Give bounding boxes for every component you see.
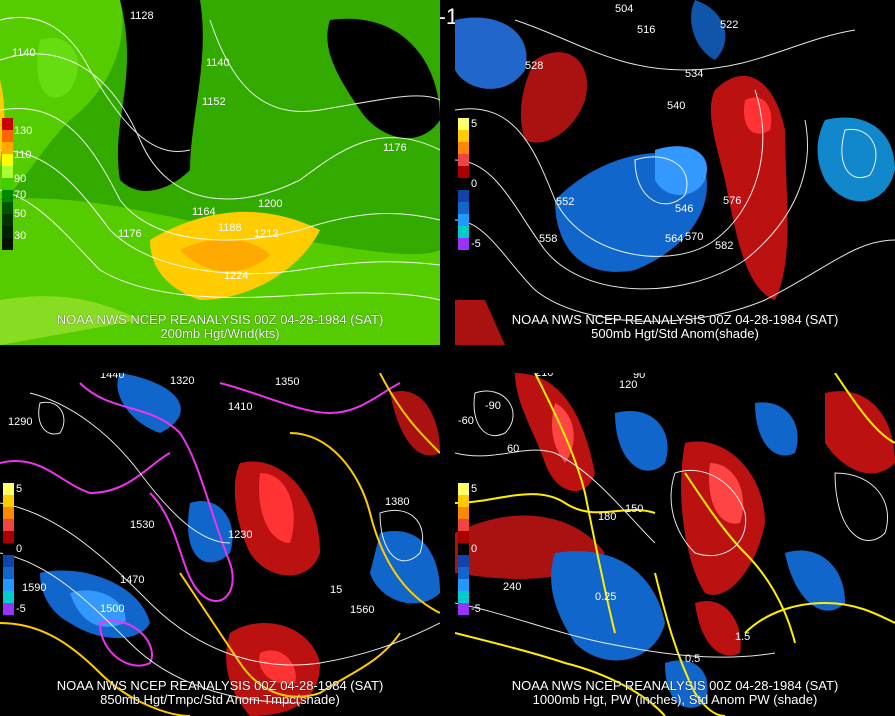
contour-label: 60 <box>507 443 520 455</box>
caption-line2: 1000mb Hgt, PW (inches), Std Anom PW (sh… <box>532 692 818 707</box>
contour-label: 552 <box>556 196 575 208</box>
legend-label: -5 <box>471 238 481 250</box>
panel-850mb: 5 0 -5 1440 1320 1350 1380 1410 1470 150… <box>0 373 440 716</box>
contour-label: 1224 <box>224 270 249 282</box>
contour-label: 240 <box>503 581 522 593</box>
contour-label: 570 <box>685 231 704 243</box>
contour-label: 516 <box>637 24 656 36</box>
contour-label: 1230 <box>228 529 253 541</box>
contour-label: 1212 <box>254 228 279 240</box>
contour-label: 1320 <box>170 375 195 387</box>
contour-label: 150 <box>625 503 644 515</box>
caption-line1: NOAA NWS NCEP REANALYSIS 00Z 04-28-1984 … <box>511 678 839 693</box>
legend-850mb <box>3 483 14 615</box>
caption-line1: NOAA NWS NCEP REANALYSIS 00Z 04-28-1984 … <box>56 312 384 327</box>
contour-label: 1176 <box>383 142 407 154</box>
panel-200mb: 130 110 90 70 50 30 1128 1140 1152 1164 … <box>0 0 440 345</box>
contour-label: 528 <box>525 60 544 72</box>
caption-line1: NOAA NWS NCEP REANALYSIS 00Z 04-28-1984 … <box>511 312 839 327</box>
panel-500mb: 5 0 -5 504 516 528 540 552 558 564 570 5… <box>455 0 895 345</box>
contour-label: 210 <box>535 373 554 379</box>
legend-label: 0 <box>471 178 478 190</box>
caption-line1: NOAA NWS NCEP REANALYSIS 00Z 04-28-1984 … <box>56 678 384 693</box>
contour-label: 120 <box>619 379 638 391</box>
contour-label: 0.25 <box>595 591 617 603</box>
contour-label: 1152 <box>202 96 226 108</box>
contour-label: 1200 <box>258 198 283 210</box>
legend-200mb <box>2 118 13 250</box>
legend-label: 70 <box>14 189 27 201</box>
contour-label: 546 <box>675 203 694 215</box>
legend-label: 0 <box>16 543 23 555</box>
panel-500mb-map <box>455 0 895 345</box>
panel-500mb-caption: NOAA NWS NCEP REANALYSIS 00Z 04-28-1984 … <box>455 313 895 341</box>
contour-label: 180 <box>598 511 617 523</box>
panel-1000mb: 5 0 -5 210 120 90 60 180 150 240 0.25 0.… <box>455 373 895 716</box>
contour-label: 1188 <box>218 222 242 234</box>
contour-label: 1290 <box>8 416 33 428</box>
legend-500mb <box>458 118 469 250</box>
contour-label: 1128 <box>130 10 154 22</box>
contour-label: 1560 <box>350 604 375 616</box>
contour-label: 1140 <box>206 57 230 69</box>
legend-label: -5 <box>16 603 26 615</box>
contour-label: 504 <box>615 3 634 15</box>
legend-label: 130 <box>14 125 33 137</box>
panel-850mb-caption: NOAA NWS NCEP REANALYSIS 00Z 04-28-1984 … <box>0 679 440 707</box>
contour-label: 1164 <box>192 206 216 218</box>
legend-label: 5 <box>471 118 478 130</box>
contour-label: 1176 <box>118 228 142 240</box>
legend-label: 30 <box>14 230 27 242</box>
contour-label: 1380 <box>385 496 410 508</box>
legend-label: 90 <box>14 173 27 185</box>
contour-label: 1410 <box>228 401 253 413</box>
panel-850mb-map <box>0 373 440 716</box>
contour-label: 0.5 <box>685 653 701 665</box>
panel-1000mb-map <box>455 373 895 716</box>
legend-label: 0 <box>471 543 478 555</box>
contour-label: 576 <box>723 195 742 207</box>
contour-label: 522 <box>720 19 739 31</box>
contour-label: 90 <box>633 373 646 381</box>
legend-label: 50 <box>14 208 27 220</box>
legend-label: 110 <box>14 149 32 161</box>
contour-label: 1590 <box>22 582 47 594</box>
contour-label: 558 <box>539 233 558 245</box>
legend-label: 5 <box>471 483 478 495</box>
caption-line2: 850mb Hgt/Tmpc/Std Anom Tmpc(shade) <box>100 692 340 707</box>
contour-label: 582 <box>715 240 734 252</box>
contour-label: -90 <box>485 400 501 412</box>
contour-label: -60 <box>458 415 474 427</box>
contour-label: 1440 <box>100 373 125 381</box>
contour-label: 1350 <box>275 376 300 388</box>
contour-label: 534 <box>685 68 704 80</box>
panel-200mb-map <box>0 0 440 345</box>
contour-label: 1530 <box>130 519 155 531</box>
contour-label: 540 <box>667 100 686 112</box>
contour-label: 1.5 <box>735 631 751 643</box>
contour-label: 1470 <box>120 574 145 586</box>
panel-200mb-caption: NOAA NWS NCEP REANALYSIS 00Z 04-28-1984 … <box>0 313 440 341</box>
legend-label: -5 <box>471 603 481 615</box>
caption-line2: 500mb Hgt/Std Anom(shade) <box>591 326 759 341</box>
caption-line2: 200mb Hgt/Wnd(kts) <box>160 326 280 341</box>
panel-1000mb-caption: NOAA NWS NCEP REANALYSIS 00Z 04-28-1984 … <box>455 679 895 707</box>
contour-label: 15 <box>330 584 343 596</box>
legend-1000mb <box>458 483 469 615</box>
contour-label: 1140 <box>12 47 36 59</box>
contour-label: 564 <box>665 233 684 245</box>
legend-label: 5 <box>16 483 23 495</box>
contour-label: 1500 <box>100 603 125 615</box>
